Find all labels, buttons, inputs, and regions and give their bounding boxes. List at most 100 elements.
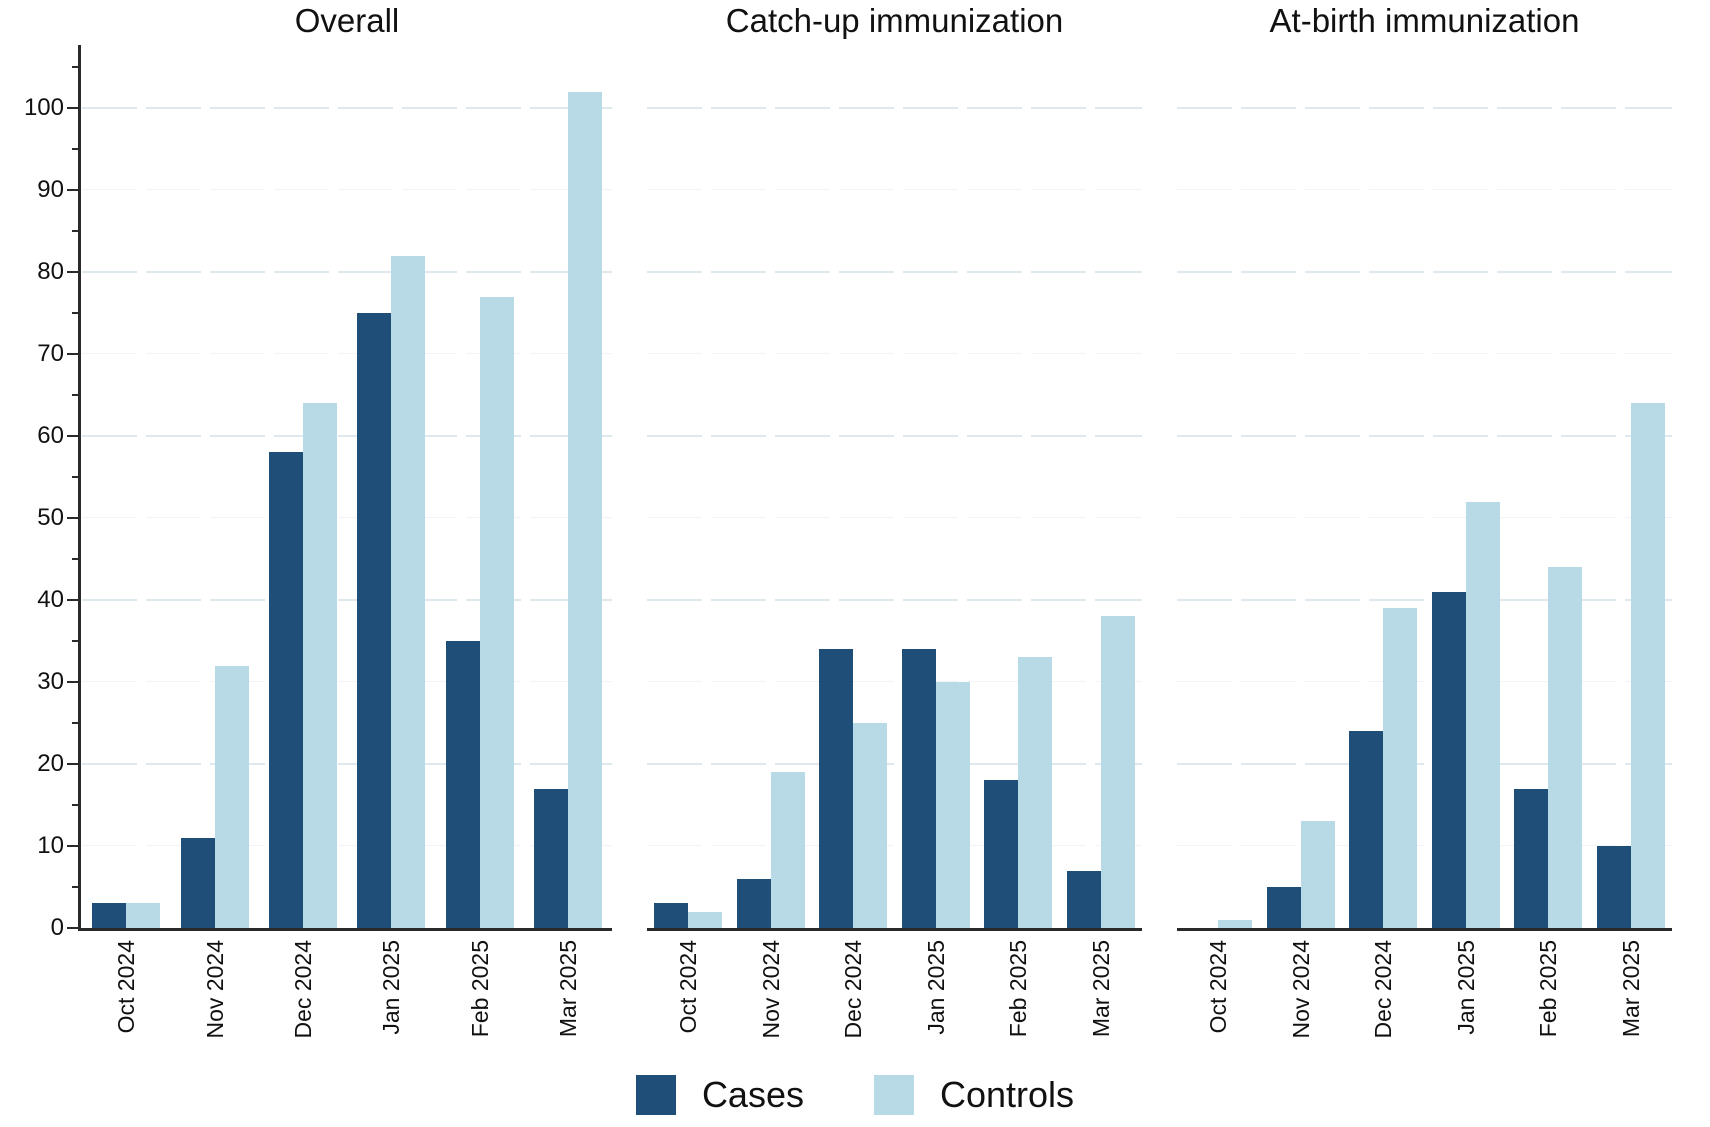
gridline-y60: [647, 435, 1142, 437]
panel-title-overall: Overall: [294, 2, 400, 39]
y-axis-tick-label: 10: [37, 832, 64, 859]
gridline-y40: [1177, 599, 1672, 601]
bar-cases-mar-2025: [533, 788, 568, 928]
gridline-y90: [647, 189, 1142, 190]
y-axis-tick-label: 70: [37, 340, 64, 367]
legend-swatch-controls: [873, 1075, 914, 1115]
y-axis-major-tick: [67, 927, 80, 929]
gridline-y70: [1177, 353, 1672, 354]
y-axis-minor-tick: [72, 722, 80, 724]
bar-cases-feb-2025: [445, 641, 480, 928]
gridline-y50: [82, 517, 612, 518]
y-axis-tick-label: 80: [37, 258, 64, 285]
gridline-y30: [647, 681, 1142, 682]
gridline-y70: [82, 353, 612, 354]
y-axis-tick-label: 30: [37, 668, 64, 695]
bar-cases-feb-2025: [984, 780, 1019, 928]
y-axis-major-tick: [67, 353, 80, 355]
x-axis-label-feb-2025: Feb 2025: [1535, 940, 1562, 1038]
bar-controls-mar-2025: [567, 91, 602, 928]
bar-controls-nov-2024: [1300, 821, 1335, 928]
gridline-y80: [1177, 271, 1672, 273]
y-axis-minor-tick: [72, 230, 80, 232]
x-axis-label-nov-2024: Nov 2024: [1287, 940, 1314, 1039]
x-axis-label-dec-2024: Dec 2024: [1370, 940, 1397, 1039]
x-axis-label-mar-2025: Mar 2025: [1087, 940, 1114, 1038]
gridline-y60: [1177, 435, 1672, 437]
gridline-y10: [82, 845, 612, 846]
gridline-y40: [82, 599, 612, 601]
gridline-y100: [647, 107, 1142, 109]
legend-item-controls: Controls: [873, 1074, 1075, 1115]
bar-cases-nov-2024: [1266, 887, 1301, 928]
bar-cases-mar-2025: [1596, 846, 1631, 928]
bar-cases-jan-2025: [1431, 591, 1466, 928]
gridline-y50: [647, 517, 1142, 518]
bar-cases-dec-2024: [1349, 731, 1384, 928]
gridline-y40: [647, 599, 1142, 601]
gridline-y100: [82, 107, 612, 109]
y-axis-tick-label: 0: [50, 914, 64, 941]
x-axis-label-dec-2024: Dec 2024: [289, 940, 316, 1039]
gridline-y50: [1177, 517, 1672, 518]
y-axis-major-tick: [67, 517, 80, 519]
bar-controls-oct-2024: [126, 903, 161, 928]
bar-controls-dec-2024: [302, 403, 337, 928]
bar-controls-jan-2025: [391, 255, 426, 928]
bar-controls-jan-2025: [935, 682, 970, 928]
bar-cases-jan-2025: [901, 649, 936, 928]
x-axis-label-jan-2025: Jan 2025: [922, 940, 949, 1035]
gridline-y30: [82, 681, 612, 682]
bar-cases-jan-2025: [357, 313, 392, 928]
y-axis-minor-tick: [72, 558, 80, 560]
bar-controls-dec-2024: [1383, 608, 1418, 928]
bar-controls-mar-2025: [1100, 616, 1135, 928]
x-axis-label-dec-2024: Dec 2024: [840, 940, 867, 1039]
bar-controls-feb-2025: [479, 296, 514, 928]
y-axis-tick-label: 20: [37, 750, 64, 777]
y-axis-major-tick: [67, 845, 80, 847]
y-axis-minor-tick: [72, 148, 80, 150]
bar-cases-nov-2024: [180, 837, 215, 928]
x-axis-line-panel-1: [78, 928, 612, 931]
bar-cases-dec-2024: [819, 649, 854, 928]
bar-controls-dec-2024: [853, 723, 888, 928]
gridline-y20: [647, 763, 1142, 765]
y-axis-minor-tick: [72, 804, 80, 806]
bar-controls-oct-2024: [688, 911, 723, 928]
y-axis-tick-label: 50: [37, 504, 64, 531]
bar-controls-feb-2025: [1548, 567, 1583, 928]
y-axis-major-tick: [67, 599, 80, 601]
x-axis-label-nov-2024: Nov 2024: [201, 940, 228, 1039]
x-axis-label-jan-2025: Jan 2025: [378, 940, 405, 1035]
y-axis-major-tick: [67, 107, 80, 109]
y-axis-tick-label: 90: [37, 176, 64, 203]
y-axis-minor-tick: [72, 476, 80, 478]
y-axis-major-tick: [67, 435, 80, 437]
y-axis-major-tick: [67, 189, 80, 191]
x-axis-label-feb-2025: Feb 2025: [466, 940, 493, 1038]
y-axis-minor-tick: [72, 640, 80, 642]
panel-title-at-birth-immunization: At-birth immunization: [1269, 2, 1580, 39]
x-axis-label-oct-2024: Oct 2024: [1205, 940, 1232, 1034]
bar-cases-oct-2024: [92, 903, 127, 928]
y-axis-minor-tick: [72, 886, 80, 888]
bar-controls-nov-2024: [770, 772, 805, 928]
gridline-y90: [82, 189, 612, 190]
legend-label-cases: Cases: [701, 1074, 804, 1115]
panel-title-catch-up-immunization: Catch-up immunization: [725, 2, 1064, 39]
gridline-y20: [1177, 763, 1672, 765]
y-axis-line: [78, 45, 81, 931]
legend-swatch-cases: [635, 1075, 676, 1115]
legend-label-controls: Controls: [939, 1074, 1075, 1115]
gridline-y10: [647, 845, 1142, 846]
bar-cases-feb-2025: [1514, 788, 1549, 928]
gridline-y20: [82, 763, 612, 765]
gridline-y90: [1177, 189, 1672, 190]
y-axis-major-tick: [67, 763, 80, 765]
gridline-y100: [1177, 107, 1672, 109]
bar-cases-mar-2025: [1066, 870, 1101, 928]
x-axis-line-panel-2: [647, 928, 1142, 931]
y-axis-minor-tick: [72, 394, 80, 396]
